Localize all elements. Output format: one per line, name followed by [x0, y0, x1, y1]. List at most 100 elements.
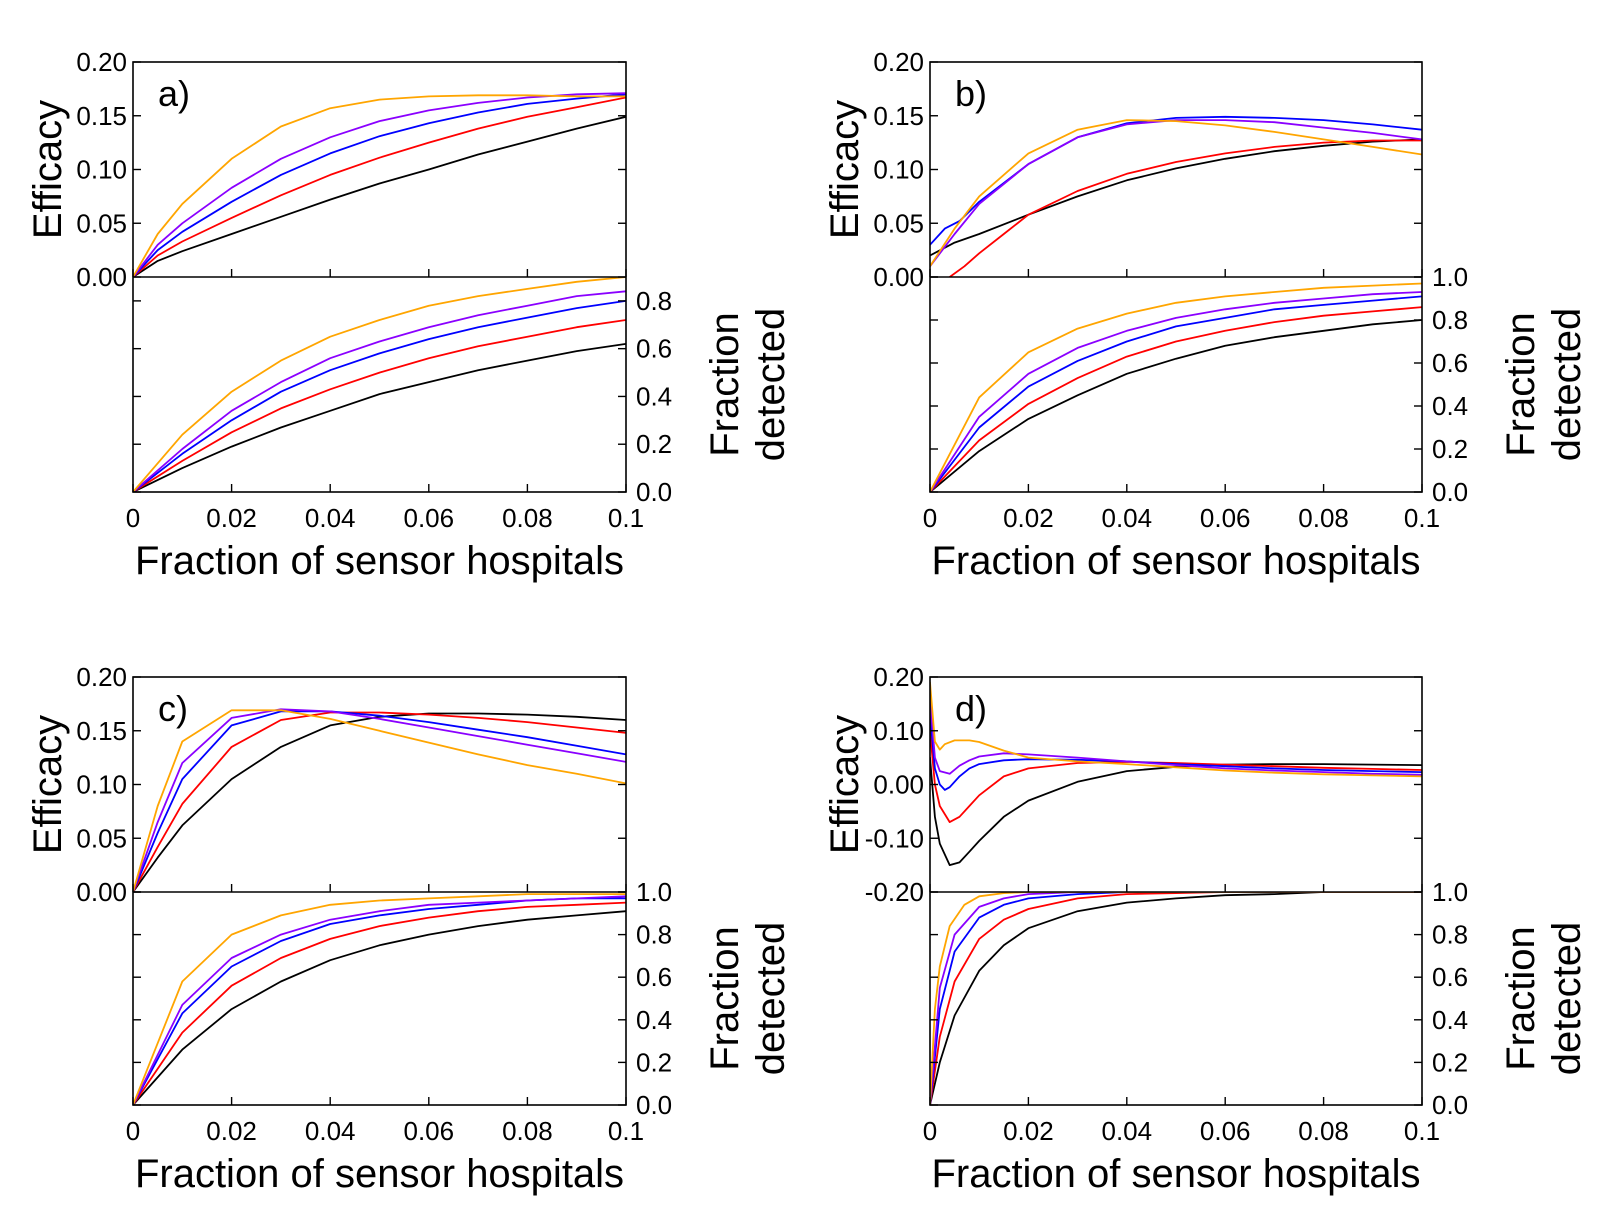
efficacy-ytick-label: 0.10 — [76, 155, 127, 185]
panel-a: 0.00 0.05 0.10 0.15 0.20 0.0 0.2 0.4 0.6 0.8 0 0.02… — [26, 47, 793, 583]
detected-series-black — [930, 319, 1422, 492]
detected-axis-title-line1: Fraction — [703, 926, 747, 1071]
detected-axis-title-line1: Fraction — [1499, 312, 1543, 457]
efficacy-series-blue — [133, 93, 626, 277]
detected-ytick-label: 0.4 — [1432, 391, 1468, 421]
detected-series-orange — [133, 277, 626, 492]
detected-ytick-label: 0.4 — [636, 381, 672, 411]
detected-ytick-label: 0.6 — [636, 334, 672, 364]
detected-axis-title-line2: detected — [1545, 308, 1589, 461]
detected-series-purple — [930, 892, 1422, 1105]
efficacy-series-red — [133, 96, 626, 277]
detected-series-purple — [133, 290, 626, 492]
panel-label: d) — [955, 688, 987, 729]
detected-series-group — [930, 892, 1422, 1105]
detected-ytick-label: 0.8 — [1432, 305, 1468, 335]
panel-c: 0.00 0.05 0.10 0.15 0.20 0.0 0.2 0.4 0.6 0.8 1.0 0 0… — [26, 662, 793, 1196]
detected-ytick-label: 0.4 — [1432, 1005, 1468, 1035]
detected-axis-title-line2: detected — [1545, 922, 1589, 1075]
efficacy-axis-title: Efficacy — [26, 100, 70, 239]
x-axis-title: Fraction of sensor hospitals — [135, 539, 624, 583]
efficacy-ytick-label: 0.10 — [873, 716, 924, 746]
efficacy-axis-title: Efficacy — [823, 100, 867, 239]
efficacy-series-group — [930, 681, 1422, 866]
efficacy-series-red — [948, 139, 1422, 277]
xtick-label: 0.06 — [403, 503, 454, 533]
efficacy-ytick-label: -0.20 — [865, 877, 924, 907]
efficacy-ytick-label: 0.00 — [76, 877, 127, 907]
detected-series-red — [133, 901, 626, 1105]
panel-label: c) — [158, 688, 188, 729]
xtick-label: 0.08 — [1298, 1116, 1349, 1146]
xtick-label: 0 — [923, 503, 937, 533]
efficacy-ytick-label: 0.15 — [873, 101, 924, 131]
detected-ytick-label: 0.2 — [1432, 1047, 1468, 1077]
panel-b: 0.00 0.05 0.10 0.15 0.20 0.0 0.2 0.4 0.6 0.8 1.0 0 0… — [823, 47, 1589, 583]
detected-ytick-label: 1.0 — [636, 877, 672, 907]
efficacy-ytick-label: 0.20 — [873, 662, 924, 692]
xtick-label: 0.02 — [1003, 503, 1054, 533]
efficacy-series-purple — [930, 119, 1422, 268]
xtick-label: 0.1 — [1404, 1116, 1440, 1146]
detected-series-red — [930, 892, 1422, 1105]
x-axis-title: Fraction of sensor hospitals — [931, 1152, 1420, 1196]
panel-label: a) — [158, 73, 190, 114]
efficacy-series-red — [133, 711, 626, 892]
efficacy-series-group — [930, 115, 1422, 277]
detected-series-blue — [133, 300, 626, 492]
efficacy-series-blue — [930, 115, 1422, 246]
detected-ytick-label: 0.6 — [1432, 962, 1468, 992]
detected-series-orange — [930, 892, 1422, 1105]
detected-ytick-label: 0.6 — [1432, 348, 1468, 378]
xtick-label: 0 — [126, 503, 140, 533]
efficacy-series-black — [133, 712, 626, 892]
detected-ytick-label: 0.2 — [636, 429, 672, 459]
xtick-label: 0.08 — [502, 503, 553, 533]
xtick-label: 0.1 — [608, 503, 644, 533]
detected-ytick-label: 0.0 — [1432, 1090, 1468, 1120]
detected-series-orange — [930, 282, 1422, 492]
efficacy-series-purple — [133, 708, 626, 892]
efficacy-series-orange — [930, 119, 1422, 268]
xtick-label: 0.04 — [305, 503, 356, 533]
detected-series-blue — [930, 295, 1422, 492]
efficacy-ytick-label: 0.20 — [873, 47, 924, 77]
detected-axis-title-line2: detected — [749, 922, 793, 1075]
detected-series-red — [133, 319, 626, 492]
xtick-label: 0.06 — [1200, 503, 1251, 533]
detected-series-group — [133, 277, 626, 492]
efficacy-series-orange — [133, 709, 626, 892]
efficacy-axis-title: Efficacy — [26, 715, 70, 854]
efficacy-series-black — [930, 756, 1422, 866]
xtick-label: 0.04 — [1101, 503, 1152, 533]
efficacy-ytick-label: 0.20 — [76, 662, 127, 692]
detected-ytick-label: 0.2 — [636, 1047, 672, 1077]
efficacy-ytick-label: 0.05 — [873, 208, 924, 238]
detected-ytick-label: 0.6 — [636, 962, 672, 992]
efficacy-series-orange — [133, 94, 626, 277]
detected-series-purple — [133, 895, 626, 1105]
detected-series-blue — [930, 892, 1422, 1105]
xtick-label: 0.02 — [206, 1116, 257, 1146]
detected-series-red — [930, 306, 1422, 492]
detected-series-black — [133, 343, 626, 492]
xtick-label: 0.06 — [1200, 1116, 1251, 1146]
efficacy-series-purple — [930, 697, 1422, 776]
efficacy-ytick-label: 0.20 — [76, 47, 127, 77]
efficacy-series-black — [930, 138, 1422, 257]
xtick-label: 0.1 — [1404, 503, 1440, 533]
detected-series-blue — [133, 897, 626, 1105]
efficacy-series-group — [133, 92, 626, 277]
xtick-label: 0.08 — [1298, 503, 1349, 533]
detected-ytick-label: 0.8 — [636, 920, 672, 950]
detected-series-black — [930, 892, 1422, 1105]
detected-ytick-label: 0.8 — [636, 286, 672, 316]
efficacy-series-purple — [133, 92, 626, 277]
panel-label: b) — [955, 73, 987, 114]
panel-d: -0.20-0.100.000.100.200.00.20.40.60.81.0… — [823, 662, 1589, 1196]
xtick-label: 0 — [923, 1116, 937, 1146]
detected-series-group — [930, 282, 1422, 492]
detected-axis-title-line2: detected — [749, 308, 793, 461]
detected-series-orange — [133, 893, 626, 1105]
